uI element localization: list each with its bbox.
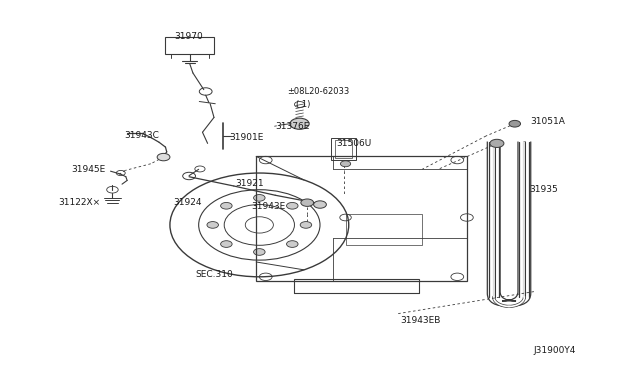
Text: 31122X×: 31122X× — [58, 198, 100, 207]
Text: ( 1): ( 1) — [296, 100, 310, 109]
Text: 31051A: 31051A — [531, 117, 566, 126]
Text: 31945E: 31945E — [71, 165, 105, 174]
Circle shape — [314, 201, 326, 208]
Text: J31900Y4: J31900Y4 — [534, 346, 576, 355]
Circle shape — [287, 202, 298, 209]
Bar — [335, 140, 352, 158]
Text: 31943EB: 31943EB — [400, 316, 440, 325]
Text: 31943E: 31943E — [251, 202, 285, 211]
Text: 31506U: 31506U — [336, 139, 371, 148]
Bar — [294, 279, 419, 294]
Text: 31970: 31970 — [175, 32, 204, 41]
Circle shape — [301, 199, 314, 206]
Bar — [332, 138, 356, 160]
Text: 31376E: 31376E — [275, 122, 310, 131]
Circle shape — [207, 222, 218, 228]
Text: 31924: 31924 — [173, 198, 202, 207]
Circle shape — [253, 195, 265, 201]
Circle shape — [287, 241, 298, 247]
Text: 31935: 31935 — [529, 185, 558, 194]
Circle shape — [157, 153, 170, 161]
Text: ±08L20-62033: ±08L20-62033 — [287, 87, 349, 96]
Circle shape — [221, 241, 232, 247]
Circle shape — [253, 248, 265, 255]
Text: SEC.310: SEC.310 — [195, 270, 233, 279]
Circle shape — [509, 121, 520, 127]
Text: 31921: 31921 — [236, 179, 264, 187]
Text: 31943C: 31943C — [124, 131, 159, 141]
Bar — [256, 156, 467, 280]
Circle shape — [221, 202, 232, 209]
Circle shape — [340, 161, 351, 167]
Text: 31901E: 31901E — [229, 133, 264, 142]
Circle shape — [490, 139, 504, 147]
Bar — [346, 214, 422, 245]
Circle shape — [300, 222, 312, 228]
Circle shape — [290, 118, 309, 129]
Bar — [166, 37, 214, 54]
